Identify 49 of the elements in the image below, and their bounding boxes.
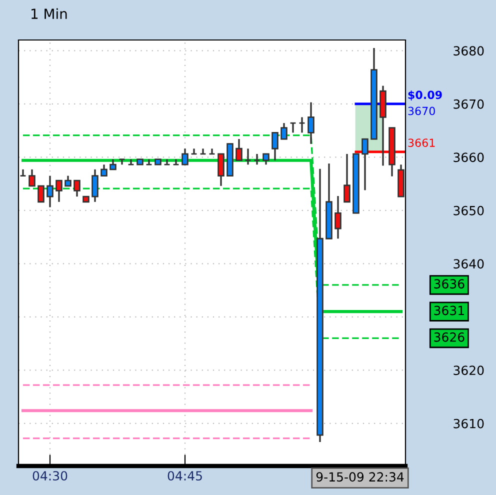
candlestick	[56, 180, 62, 203]
candlestick	[298, 116, 306, 134]
candlestick	[46, 174, 54, 208]
candlestick	[280, 122, 288, 140]
candlestick	[200, 148, 206, 155]
candlestick	[244, 148, 252, 166]
candlestick	[128, 158, 134, 166]
candlestick	[92, 168, 98, 203]
y-tick-label: 3680	[454, 46, 484, 56]
x-tick-label: 04:45	[168, 471, 202, 481]
candlestick	[344, 153, 350, 203]
candlestick	[190, 148, 198, 155]
y-tick-label: 3640	[454, 259, 484, 269]
candlestick	[218, 153, 224, 187]
candlestick	[182, 148, 188, 166]
candlestick	[38, 185, 44, 203]
candlestick	[362, 138, 368, 191]
text: 3636	[434, 279, 464, 289]
candlestick	[28, 168, 36, 187]
y-tick-label: 3670	[454, 99, 484, 109]
candlestick	[334, 195, 342, 240]
candlestick	[20, 168, 26, 177]
candlestick	[74, 180, 80, 198]
candlestick	[110, 158, 116, 170]
x-tick-label: 04:30	[32, 471, 68, 481]
candlestick	[290, 122, 296, 134]
ref-line-label: 3670	[408, 106, 435, 116]
candlestick	[236, 138, 242, 162]
legend-label: 3626	[434, 332, 464, 342]
chart-title: 1 Min	[32, 8, 67, 19]
band-label: $0.09	[408, 90, 442, 101]
legend-label: 3631	[434, 306, 464, 316]
candlestick	[272, 132, 278, 162]
y-tick-label: 3650	[454, 206, 484, 216]
text: 9-15-09 22:34	[316, 472, 404, 482]
y-tick-label: 3660	[454, 152, 484, 162]
ref-line-label: 3661	[408, 138, 435, 148]
y-tick-label: 3610	[454, 418, 484, 428]
candlestick	[262, 153, 270, 166]
candlestick	[64, 174, 72, 187]
y-tick-label: 3620	[454, 366, 484, 376]
candlestick	[146, 158, 152, 166]
candlestick	[208, 148, 216, 155]
candlestick	[254, 153, 260, 166]
candlestick	[164, 158, 170, 166]
candlestick	[100, 164, 108, 177]
candlestick	[118, 158, 126, 166]
candlestick	[308, 101, 314, 145]
candlestick	[172, 158, 180, 166]
